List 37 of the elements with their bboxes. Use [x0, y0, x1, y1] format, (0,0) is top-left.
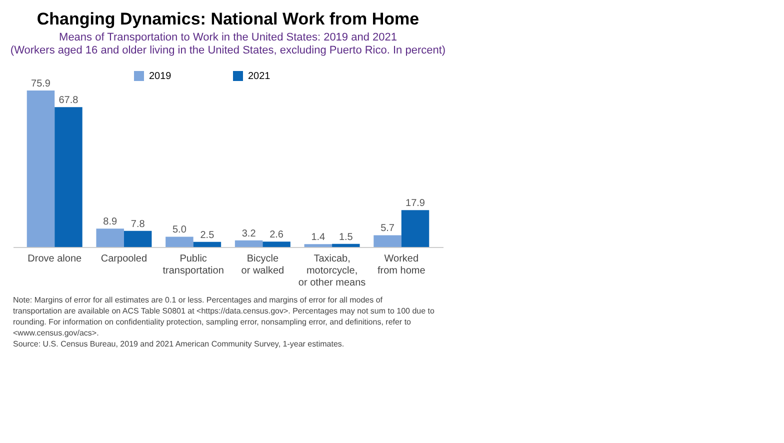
- data-label: 3.2: [242, 228, 256, 240]
- bar: [332, 244, 360, 247]
- x-tick-label: Worked from home: [377, 254, 426, 276]
- legend-label: 2021: [248, 71, 271, 82]
- text: (Workers aged 16 and older living in the United States, excluding Puerto Rico. In percent): [10, 44, 446, 56]
- data-label: 67.8: [58, 95, 79, 106]
- x-tick-label: Taxicab, motorcycle, or other means: [298, 254, 366, 288]
- bar: [124, 230, 152, 247]
- data-label: 5.7: [380, 223, 395, 234]
- bar: [374, 235, 402, 247]
- bar: [193, 242, 222, 247]
- x-tick-label: Carpooled: [100, 254, 148, 264]
- bar: [26, 90, 55, 247]
- chart-subtitle: Means of Transportation to Work in the United States: 2019 and 2021: [59, 31, 397, 44]
- data-label: 5.0: [172, 224, 187, 236]
- x-tick-label: Public transportation: [162, 254, 224, 276]
- bar: [234, 240, 263, 247]
- data-label: 2.5: [200, 230, 215, 241]
- data-label: 7.8: [130, 218, 146, 230]
- data-label: 1.4: [311, 232, 326, 244]
- chart-title: Changing Dynamics: National Work from Home: [36, 9, 420, 28]
- legend-label: 2019: [149, 71, 172, 82]
- bar: [166, 236, 194, 247]
- source-note: Source: U.S. Census Bureau, 2019 and 2021 American Community Survey, 1-year estimates.: [13, 340, 344, 348]
- data-label: 17.9: [406, 198, 426, 210]
- bar: [54, 107, 82, 247]
- x-tick-label: Bicycle or walked: [241, 254, 284, 276]
- bar: [401, 210, 430, 247]
- data-label: 1.5: [338, 232, 354, 243]
- data-label: 2.6: [270, 230, 284, 241]
- data-label: 8.9: [103, 216, 118, 228]
- text: Note: Margins of error for all estimates are 0.1 or less. Percentages and margins of error for all modes of transportation are available on ACS Table S0801 at <https://data.census.gov>. Percentages may not sum to 100 due to rounding. For information on confidentiality protection, sampling error, nonsampling error, and definitions, refer to <www.census.gov/acs>.: [13, 296, 436, 338]
- x-tick-label: Drove alone: [28, 254, 82, 264]
- bar: [262, 242, 290, 247]
- data-label: 75.9: [31, 78, 51, 90]
- bar: [304, 244, 332, 247]
- bar: [96, 228, 124, 247]
